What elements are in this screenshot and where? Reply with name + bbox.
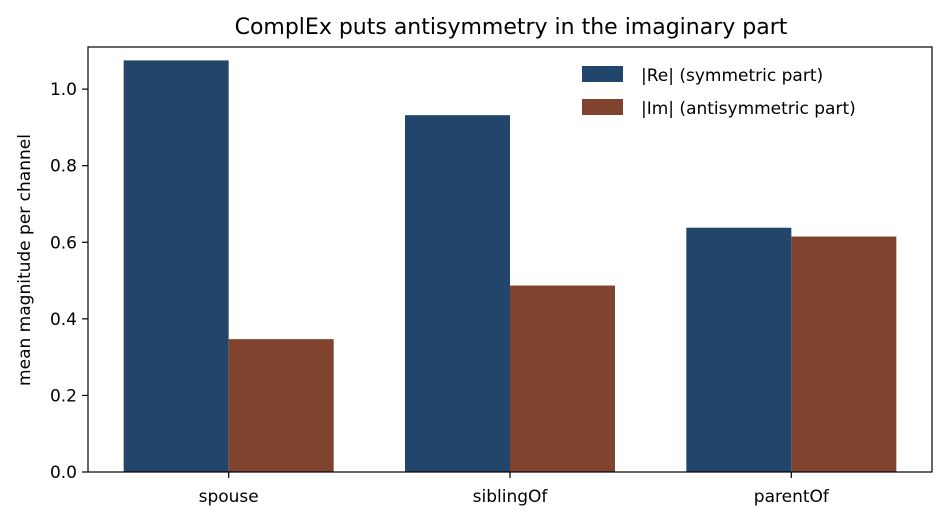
y-tick-label: 0.8	[50, 157, 77, 177]
bar-parentOf-series-2	[791, 236, 897, 472]
legend-swatch-1	[582, 66, 623, 82]
bar-parentOf-series-1	[686, 227, 792, 472]
x-tick-label: siblingOf	[473, 487, 549, 507]
bar-siblingOf-series-2	[510, 285, 615, 472]
axes-layer: 0.0 0.2 0.4 0.6 0.8 1.0 spouse siblingOf parentO…	[50, 46, 933, 507]
legend: |Re| (symmetric part) |Im| (antisymmetric…	[582, 66, 856, 119]
y-tick-label: 0.0	[50, 463, 77, 483]
bar-spouse-series-2	[228, 339, 334, 472]
y-tick-label: 1.0	[50, 80, 77, 100]
chart-title: ComplEx puts antisymmetry in the imagina…	[235, 15, 788, 40]
legend-swatch-2	[582, 99, 623, 115]
bar-siblingOf-series-1	[405, 115, 510, 473]
legend-label-2: |Im| (antisymmetric part)	[641, 99, 856, 119]
bar-spouse-series-1	[123, 60, 229, 472]
y-tick-label: 0.4	[50, 310, 77, 330]
y-tick-label: 0.6	[50, 233, 77, 253]
legend-label-1: |Re| (symmetric part)	[641, 66, 823, 86]
bars-layer	[123, 60, 897, 473]
x-tick-label: spouse	[199, 487, 259, 507]
x-tick-label: parentOf	[754, 487, 830, 507]
y-tick-label: 0.2	[50, 386, 77, 406]
y-axis-label: mean magnitude per channel	[15, 134, 35, 386]
